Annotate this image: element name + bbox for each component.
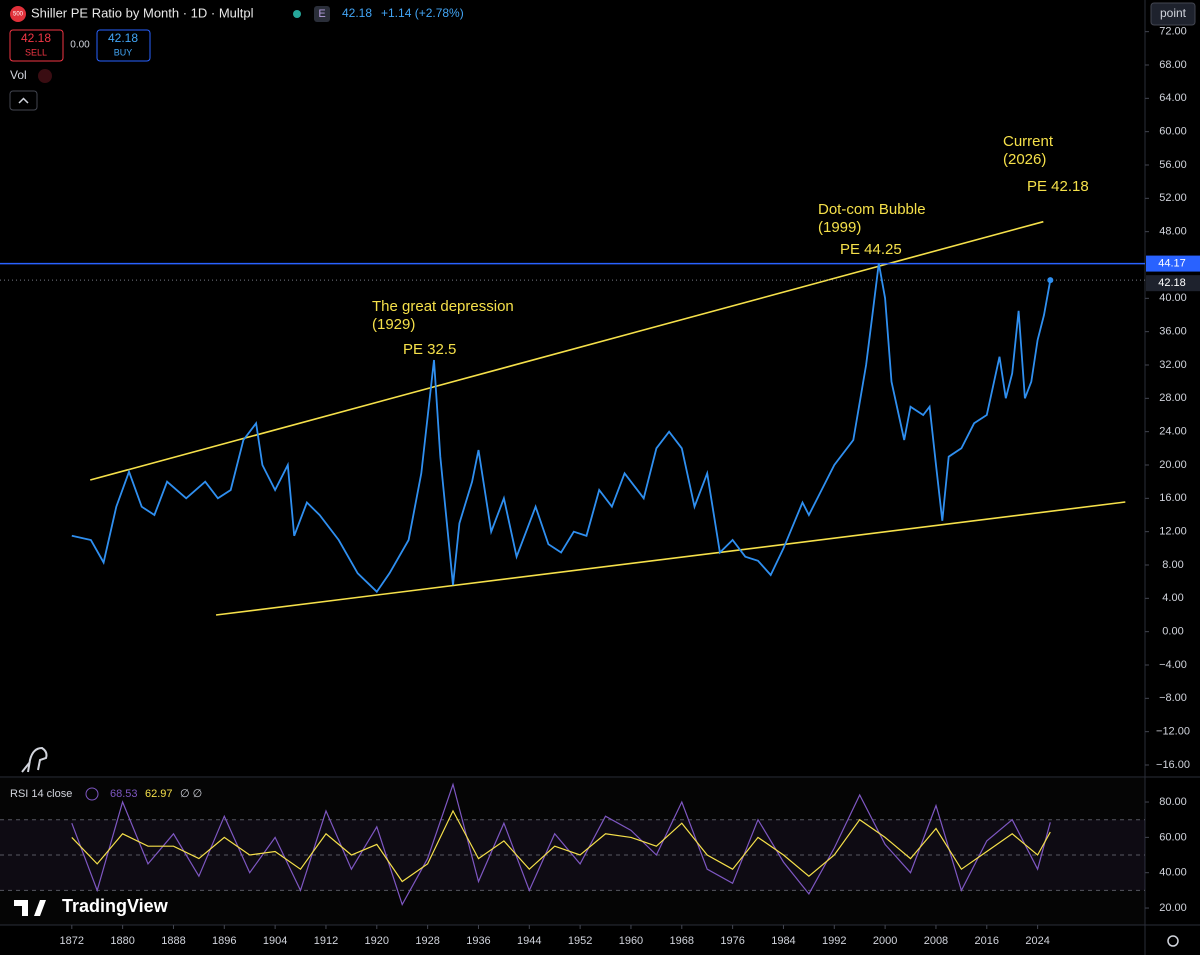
last-price: 42.18	[342, 6, 372, 20]
symbol-icon-text: 500	[13, 12, 24, 18]
x-tick-label: 1960	[619, 935, 643, 947]
y-tick-label: −12.00	[1156, 726, 1190, 738]
x-tick-label: 1928	[415, 935, 439, 947]
x-tick-label: 2000	[873, 935, 897, 947]
y-tick-label: 20.00	[1159, 459, 1187, 471]
rsi-settings[interactable]	[85, 787, 99, 801]
sell-label: SELL	[25, 47, 47, 57]
annotation-label: PE 32.5	[403, 341, 456, 358]
buy-label: BUY	[114, 47, 133, 57]
buy-price: 42.18	[108, 31, 138, 45]
y-tick-label: 28.00	[1159, 392, 1187, 404]
price-tag	[1146, 275, 1200, 292]
x-tick-label: 2008	[924, 935, 948, 947]
x-tick-label: 1912	[314, 935, 338, 947]
x-tick-label: 1896	[212, 935, 236, 947]
annotation-line: (1999)	[818, 219, 861, 236]
tradingview-logo: TradingView	[62, 896, 169, 916]
y-tick-label: 4.00	[1162, 592, 1183, 604]
y-tick-label: −8.00	[1159, 692, 1187, 704]
x-tick-label: 1968	[670, 935, 694, 947]
x-tick-label: 1992	[822, 935, 846, 947]
price-tag-label: 42.18	[1158, 277, 1186, 289]
y-tick-label: −4.00	[1159, 659, 1187, 671]
last-point	[1047, 277, 1054, 284]
y-tick-label: 48.00	[1159, 226, 1187, 238]
rsi-ma-value: 62.97	[145, 788, 173, 800]
sell-price: 42.18	[21, 31, 51, 45]
y-tick-label: 72.00	[1159, 26, 1187, 38]
y-tick-label: 12.00	[1159, 526, 1187, 538]
price-tag-label: 44.17	[1158, 257, 1186, 269]
x-tick-label: 1872	[60, 935, 84, 947]
trendline	[90, 220, 1044, 481]
x-tick-label: 1944	[517, 935, 541, 947]
y-tick-label: −16.00	[1156, 759, 1190, 771]
logo-mark	[14, 900, 46, 916]
y-tick-label: 32.00	[1159, 359, 1187, 371]
x-tick-label: 1952	[568, 935, 592, 947]
symbol-title[interactable]: Shiller PE Ratio by Month · 1D · Multpl	[31, 5, 254, 20]
y-tick-label: 20.00	[1159, 902, 1187, 914]
market-status	[293, 10, 301, 18]
volume-warning[interactable]	[38, 69, 52, 83]
x-tick-label: 1888	[161, 935, 185, 947]
collapse-button[interactable]	[9, 90, 38, 111]
annotation-line: Current	[1003, 133, 1054, 150]
y-tick-label: 16.00	[1159, 492, 1187, 504]
series-line	[71, 263, 1052, 594]
y-tick-label: 40.00	[1159, 292, 1187, 304]
x-tick-label: 2016	[975, 935, 999, 947]
series-line	[71, 809, 1051, 883]
series-line	[71, 782, 1051, 906]
y-tick-label: 24.00	[1159, 426, 1187, 438]
y-tick-label: 56.00	[1159, 159, 1187, 171]
rsi-extra: ∅ ∅	[180, 788, 202, 800]
y-tick-label: 68.00	[1159, 59, 1187, 71]
dino-icon[interactable]	[21, 746, 48, 773]
x-tick-label: 1904	[263, 935, 287, 947]
annotation-line: (2026)	[1003, 151, 1046, 168]
x-tick-label: 2024	[1025, 935, 1049, 947]
sell-button[interactable]	[9, 29, 64, 62]
annotation-line: (1929)	[372, 316, 415, 333]
scale-mode: point	[1160, 6, 1187, 20]
x-tick-label: 1936	[466, 935, 490, 947]
exchange-badge: E	[318, 8, 325, 20]
buy-button[interactable]	[96, 29, 151, 62]
symbol-icon	[10, 6, 26, 22]
y-tick-label: 36.00	[1159, 326, 1187, 338]
price-change: +1.14 (+2.78%)	[381, 6, 464, 20]
annotation-line: The great depression	[372, 298, 514, 315]
rsi-pane	[0, 778, 1145, 925]
annotation-label: PE 44.25	[840, 241, 902, 258]
annotation-line: Dot-com Bubble	[818, 201, 926, 218]
exchange-badge-bg	[314, 6, 330, 22]
y-tick-label: 8.00	[1162, 559, 1183, 571]
x-tick-label: 1880	[110, 935, 134, 947]
rsi-title: RSI 14 close	[10, 788, 72, 800]
collapse-icon	[18, 97, 29, 104]
y-tick-label: 60.00	[1159, 126, 1187, 138]
x-tick-label: 1920	[365, 935, 389, 947]
scale-button[interactable]	[1150, 2, 1196, 26]
y-tick-label: 40.00	[1159, 867, 1187, 879]
rsi-value: 68.53	[110, 788, 138, 800]
x-tick-label: 1984	[771, 935, 795, 947]
y-tick-label: 0.00	[1162, 626, 1183, 638]
price-tag	[1146, 255, 1200, 272]
settings-icon[interactable]	[1167, 935, 1179, 947]
annotation-label: PE 42.18	[1027, 178, 1089, 195]
volume-label: Vol	[10, 68, 27, 82]
spread: 0.00	[70, 40, 90, 51]
y-tick-label: 60.00	[1159, 831, 1187, 843]
y-tick-label: 64.00	[1159, 92, 1187, 104]
trendline	[215, 501, 1126, 616]
x-tick-label: 1976	[720, 935, 744, 947]
y-tick-label: 80.00	[1159, 796, 1187, 808]
y-tick-label: 52.00	[1159, 192, 1187, 204]
